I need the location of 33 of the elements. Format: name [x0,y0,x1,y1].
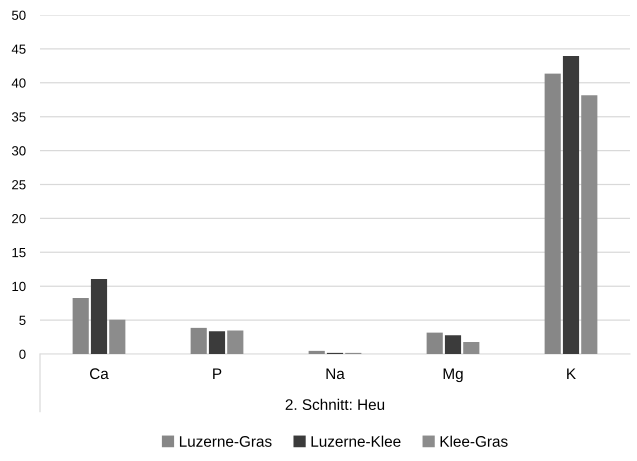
bar [308,350,325,354]
bar [562,56,580,354]
y-tick-label: 15 [12,248,26,258]
y-tick-label: 5 [19,316,26,326]
x-tick-label: Na [326,368,345,380]
bar [72,298,89,354]
legend-label: Luzerne-Klee [312,436,400,447]
x-tick-label: K [567,368,576,379]
y-tick-label: 40 [12,78,26,88]
bar [208,331,226,354]
bar [581,95,598,354]
bar [426,332,443,354]
x-tick-label: Ca [90,368,109,380]
bar [90,279,108,354]
legend-label: Klee-Gras [440,436,508,447]
y-tick-label: 20 [12,214,26,224]
y-tick-label: 10 [12,282,26,292]
x-tick-label: Mg [444,368,463,382]
bar [190,328,207,354]
y-tick-label: 35 [12,112,26,122]
y-tick-label: 30 [12,146,26,156]
legend-label: Luzerne-Gras [180,436,272,447]
x-tick-label: P [213,368,222,379]
y-tick-label: 45 [12,44,26,54]
y-tick-label: 0 [19,350,26,359]
bar [444,335,462,354]
bar [544,74,561,354]
x-axis-title: 2. Schnitt: Heu [286,398,384,410]
y-tick-label: 50 [12,10,26,20]
bar [227,330,244,354]
bar [463,342,480,354]
bar [109,320,126,354]
y-tick-label: 25 [12,180,26,190]
